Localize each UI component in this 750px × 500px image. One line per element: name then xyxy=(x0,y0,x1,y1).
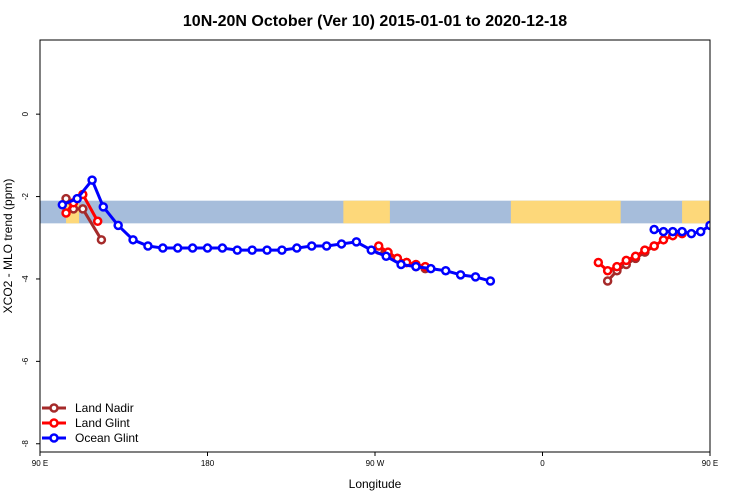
series-layer xyxy=(57,175,750,286)
ocean-glint-point xyxy=(336,239,347,249)
y-tick-label: 0 xyxy=(21,111,30,116)
y-tick-label: -4 xyxy=(21,275,30,283)
x-tick-label: 0 xyxy=(540,459,545,468)
ocean-glint-point xyxy=(57,200,68,210)
land-nadir-line xyxy=(732,205,750,252)
land-nadir-point xyxy=(78,204,88,214)
ocean-glint-point xyxy=(396,259,406,270)
ocean-glint-point xyxy=(716,214,723,221)
land-nadir-point xyxy=(602,276,613,286)
legend-marker-land-nadir xyxy=(49,403,59,413)
ocean-glint-point xyxy=(485,276,496,286)
ocean-glint-point xyxy=(658,226,669,237)
ocean-glint-point xyxy=(668,226,678,237)
land-nadir-point xyxy=(738,232,745,239)
ocean-glint-point xyxy=(143,241,153,251)
ocean-glint-point xyxy=(470,272,481,282)
land-glint-point xyxy=(658,235,669,245)
y-tick-label: -2 xyxy=(21,192,30,200)
ocean-glint-point xyxy=(172,243,183,253)
y-axis-label: XCO2 - MLO trend (ppm) xyxy=(1,179,15,314)
ocean-glint-point xyxy=(262,245,272,255)
ocean-glint-point xyxy=(158,243,168,253)
chart-title: 10N-20N October (Ver 10) 2015-01-01 to 2… xyxy=(183,13,567,30)
legend-label-land-nadir: Land Nadir xyxy=(75,401,134,415)
y-tick-label: -8 xyxy=(21,440,30,448)
ocean-glint-point xyxy=(321,241,332,251)
x-axis-label: Longitude xyxy=(349,477,402,491)
ocean-glint-point xyxy=(695,226,706,237)
ocean-glint-point xyxy=(725,207,732,214)
ocean-glint-point xyxy=(455,270,466,280)
land-mass xyxy=(343,200,390,224)
ocean-glint-point xyxy=(686,228,697,239)
ocean-glint-point xyxy=(744,191,750,198)
ocean-glint-point xyxy=(351,237,362,247)
ocean-glint-point xyxy=(734,197,741,204)
ocean-glint-point xyxy=(113,220,123,231)
land-glint-point xyxy=(92,216,103,227)
axes: 90 E 180 90 W 0 90 E 0 -2 -4 -6 -8 xyxy=(21,111,718,468)
ocean-glint-point xyxy=(426,263,436,274)
ocean-glint-point xyxy=(292,243,302,253)
ocean-glint-point xyxy=(381,251,391,262)
land-nadir-point xyxy=(729,249,736,256)
x-tick-label: 90 E xyxy=(32,459,48,468)
ocean-glint-point xyxy=(440,265,451,276)
land-nadir-point xyxy=(96,235,107,245)
land-glint-point xyxy=(649,241,659,251)
land-glint-point xyxy=(640,245,650,255)
ocean-glint-point xyxy=(649,224,659,235)
x-tick-label: 180 xyxy=(201,459,215,468)
land-mass xyxy=(682,200,710,224)
x-tick-label: 90 E xyxy=(702,459,718,468)
legend-label-land-glint: Land Glint xyxy=(75,416,130,430)
land-glint-point xyxy=(602,265,613,276)
land-glint-point xyxy=(61,208,71,218)
land-glint-line xyxy=(597,232,683,273)
ocean-glint-point xyxy=(98,202,109,212)
land-glint-point xyxy=(593,257,604,268)
ocean-glint-point xyxy=(202,243,213,253)
ocean-glint-point xyxy=(217,243,228,253)
ocean-glint-point xyxy=(306,241,317,251)
ocean-glint-point xyxy=(411,261,421,272)
ocean-glint-point xyxy=(277,245,287,255)
legend-marker-ocean-glint xyxy=(49,433,59,443)
ocean-glint-point xyxy=(232,245,243,255)
land-glint-point xyxy=(621,255,631,266)
legend-label-ocean-glint: Ocean Glint xyxy=(75,431,139,445)
ocean-glint-point xyxy=(247,245,257,255)
ocean-glint-point xyxy=(72,193,82,204)
ocean-glint-point xyxy=(87,175,97,185)
land-mass xyxy=(719,201,745,224)
ocean-glint-point xyxy=(677,226,687,237)
ocean-glint-point xyxy=(187,243,198,253)
land-glint-point xyxy=(738,222,745,229)
land-glint-line xyxy=(732,195,750,234)
y-tick-label: -6 xyxy=(21,357,30,365)
legend-marker-land-glint xyxy=(49,418,59,428)
land-glint-point xyxy=(373,241,384,251)
ocean-glint-point xyxy=(128,235,138,245)
land-mass xyxy=(510,200,621,224)
ocean-glint-point xyxy=(366,245,377,255)
ocean-glint-point xyxy=(705,220,710,231)
x-tick-label: 90 W xyxy=(366,459,385,468)
land-ocean-band xyxy=(40,200,745,224)
land-glint-point xyxy=(630,251,641,262)
land-glint-point xyxy=(729,230,736,237)
land-glint-point xyxy=(612,261,622,272)
